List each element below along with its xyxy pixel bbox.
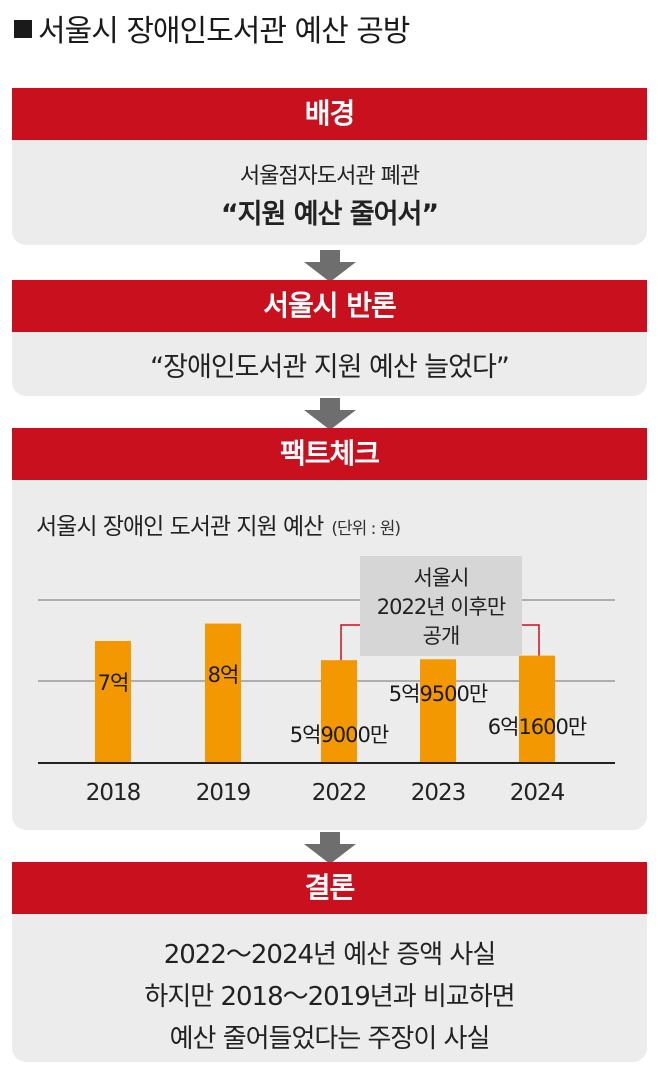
bar-2023: [420, 659, 456, 763]
chart-unit: (단위 : 원): [331, 519, 401, 539]
bar-2022: [321, 660, 357, 763]
annotation-note: 서울시 2022년 이후만 공개: [360, 556, 522, 656]
bar-value-label-2018: 7억: [98, 671, 129, 695]
bar-value-label-2024: 6억1600만: [488, 715, 587, 739]
page-title-text: 서울시 장애인도서관 예산 공방: [38, 14, 410, 49]
annotation-line-3: 공개: [422, 624, 461, 648]
x-tick-label-2022: 2022: [312, 780, 367, 806]
square-bullet-icon: [14, 20, 32, 38]
bracket-right: [522, 624, 540, 656]
x-tick-label-2019: 2019: [196, 780, 251, 806]
annotation-line-2: 2022년 이후만: [376, 595, 506, 619]
x-tick-label-2023: 2023: [411, 780, 466, 806]
rebuttal-header: 서울시 반론: [12, 280, 647, 332]
background-line-1: 서울점자도서관 폐관: [239, 164, 420, 189]
conclusion-header: 결론: [12, 862, 647, 914]
background-header: 배경: [12, 88, 647, 140]
conclusion-line-2: 하지만 2018～2019년과 비교하면: [144, 982, 515, 1012]
factcheck-header: 팩트체크: [12, 428, 647, 480]
bar-2024: [519, 655, 555, 763]
x-tick-label-2024: 2024: [510, 780, 565, 806]
annotation-bracket: [340, 624, 540, 661]
chart-title-text: 서울시 장애인 도서관 지원 예산: [36, 514, 324, 540]
conclusion-line-1: 2022～2024년 예산 증액 사실: [163, 940, 497, 970]
bar-value-label-2022: 5억9000만: [290, 723, 389, 747]
annotation-line-1: 서울시: [413, 566, 470, 590]
conclusion-line-3: 예산 줄어들었다는 주장이 사실: [169, 1024, 491, 1054]
background-line-2: “지원 예산 줄어서”: [220, 199, 439, 230]
page-title: 서울시 장애인도서관 예산 공방: [14, 6, 410, 50]
bar-2019: [205, 623, 241, 763]
bracket-left: [340, 624, 360, 661]
bar-2018: [95, 641, 131, 763]
x-tick-label-2018: 2018: [86, 780, 141, 806]
bar-value-label-2023: 5억9500만: [389, 682, 488, 706]
bar-value-label-2019: 8억: [208, 663, 239, 687]
rebuttal-line-1: “장애인도서관 지원 예산 늘었다”: [150, 352, 510, 383]
chart-title: 서울시 장애인 도서관 지원 예산 (단위 : 원): [36, 507, 401, 541]
